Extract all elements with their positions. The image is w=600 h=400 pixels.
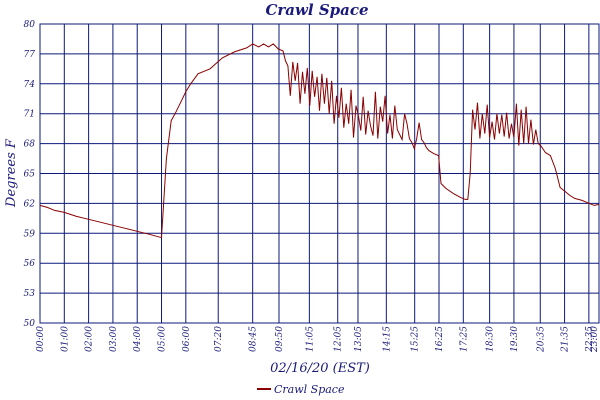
x-tick-label: 02:00 [85, 326, 95, 352]
x-tick-label: 22:35 [585, 326, 595, 353]
y-tick-label: 53 [24, 289, 36, 299]
x-tick-label: 06:00 [182, 326, 192, 352]
x-tick-label: 04:00 [133, 326, 143, 352]
x-tick-label: 23:00 [590, 326, 600, 353]
plot-area [39, 23, 600, 324]
plot-border [39, 23, 600, 324]
y-tick-label: 71 [24, 110, 35, 120]
y-tick-label: 74 [24, 80, 36, 90]
x-axis-tick-labels: 00:00 01:00 02:00 03:00 04:00 05:00 06:00 07:20… [36, 326, 600, 353]
x-tick-label: 16:25 [435, 326, 445, 352]
x-tick-label: 01:00 [60, 326, 70, 352]
x-tick-label: 21:35 [561, 326, 571, 353]
x-tick-label: 14:15 [382, 326, 392, 352]
x-tick-label: 13:05 [354, 326, 364, 352]
x-tick-label: 17:25 [459, 326, 469, 352]
x-tick-label: 03:00 [109, 326, 119, 352]
x-tick-label: 07:20 [214, 326, 224, 352]
x-tick-label: 15:25 [411, 326, 421, 352]
y-tick-label: 50 [24, 319, 36, 329]
y-tick-label: 68 [24, 140, 36, 150]
x-tick-label: 18:30 [486, 326, 496, 352]
y-tick-label: 65 [24, 170, 36, 180]
x-tick-label: 09:50 [275, 326, 285, 352]
y-tick-label: 59 [24, 229, 36, 239]
x-tick-label: 11:05 [305, 326, 315, 352]
legend: Crawl Space [257, 383, 345, 396]
x-axis-label: 02/16/20 (EST) [270, 361, 370, 376]
chart-title: Crawl Space [265, 1, 368, 19]
legend-label-crawl-space: Crawl Space [274, 383, 345, 396]
y-tick-label: 80 [24, 20, 36, 30]
horizontal-gridlines [40, 53, 599, 294]
y-axis-tick-labels: 50 53 56 59 62 65 68 71 74 77 80 [24, 20, 36, 329]
y-tick-label: 62 [24, 199, 36, 209]
x-tick-label: 00:00 [36, 326, 46, 352]
x-tick-label: 20:35 [536, 326, 546, 353]
y-axis-label: Degrees F [4, 138, 19, 208]
x-tick-label: 08:45 [249, 326, 259, 352]
x-tick-label: 05:00 [158, 326, 168, 352]
y-tick-label: 77 [24, 50, 36, 60]
y-tick-label: 56 [24, 259, 36, 269]
x-tick-label: 19:30 [510, 326, 520, 352]
series-line-crawl-space [39, 43, 600, 238]
vertical-gridlines [63, 24, 590, 323]
x-tick-label: 12:05 [334, 326, 344, 352]
